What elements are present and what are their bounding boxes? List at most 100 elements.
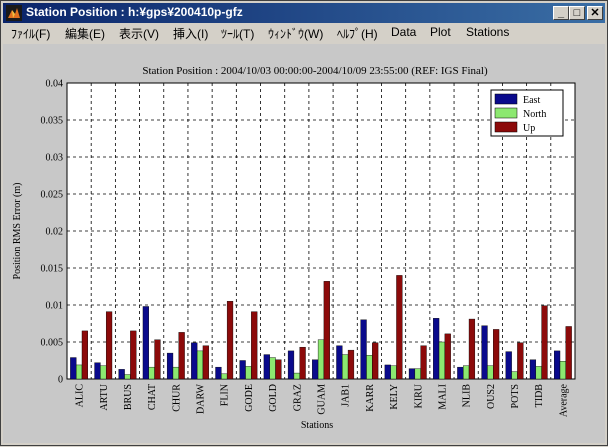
bar-up-kiru xyxy=(420,345,427,380)
x-axis-label: Stations xyxy=(301,420,333,431)
x-tick-label: KELY xyxy=(389,384,400,410)
menu-file[interactable]: ﾌｧｲﾙ(F) xyxy=(11,27,51,41)
bar-north-alic xyxy=(75,364,83,380)
x-tick-label: BRUS xyxy=(123,384,134,410)
y-tick-label: 0.035 xyxy=(41,116,64,127)
bar-north-karr xyxy=(366,355,373,380)
bar-east-pots xyxy=(505,351,512,380)
bar-up-nlib xyxy=(468,318,476,380)
bars xyxy=(70,275,572,380)
close-button[interactable]: ✕ xyxy=(587,6,603,20)
x-tick-label: GODE xyxy=(244,384,255,412)
x-tick-label: JAB1 xyxy=(341,384,352,407)
title-bar[interactable]: Station Position : h:¥gps¥200410p-gfz _ … xyxy=(3,3,605,23)
bar-up-jab1 xyxy=(347,349,355,380)
legend-label-north: North xyxy=(523,109,546,120)
bar-north-mali xyxy=(438,341,446,380)
y-tick-label: 0.015 xyxy=(41,264,64,275)
bar-north-kiru xyxy=(414,368,421,380)
y-tick-labels: 0 0.005 0.01 0.015 0.02 0.025 0.03 0.035 0.04 xyxy=(41,79,64,386)
menu-stations[interactable]: Stations xyxy=(466,25,510,39)
bar-up-average xyxy=(565,326,572,380)
y-tick-label: 0 xyxy=(58,375,63,386)
bar-east-alic xyxy=(70,357,77,380)
bar-up-flin xyxy=(226,301,234,380)
bar-north-ous2 xyxy=(487,365,494,380)
bar-up-karr xyxy=(372,342,379,380)
bar-north-graz xyxy=(293,372,300,380)
legend-swatch-east xyxy=(494,93,518,105)
x-tick-label: GUAM xyxy=(317,384,328,415)
x-tick-label: NLIB xyxy=(462,384,473,408)
bar-east-kely xyxy=(384,364,391,380)
y-tick-label: 0.04 xyxy=(46,79,64,90)
bar-up-brus xyxy=(130,330,137,380)
menu-data[interactable]: Data xyxy=(391,25,417,39)
y-tick-label: 0.01 xyxy=(46,301,64,312)
menu-window[interactable]: ｳｨﾝﾄﾞｳ(W) xyxy=(268,27,324,41)
bar-north-pots xyxy=(511,371,518,380)
bar-east-mali xyxy=(433,318,440,380)
bar-east-ous2 xyxy=(481,325,488,380)
menu-bar: ﾌｧｲﾙ(F) 編集(E) 表示(V) 挿入(I) ﾂｰﾙ(T) ｳｨﾝﾄﾞｳ(… xyxy=(3,24,605,42)
y-tick-label: 0.025 xyxy=(41,190,64,201)
menu-plot[interactable]: Plot xyxy=(430,25,451,39)
bar-east-brus xyxy=(118,369,125,380)
minimize-button[interactable]: _ xyxy=(553,6,569,20)
bar-east-gode xyxy=(239,360,246,380)
bar-up-gode xyxy=(251,311,258,380)
menu-tools[interactable]: ﾂｰﾙ(T) xyxy=(221,27,255,41)
bar-chart: 0 0.005 0.01 0.015 0.02 0.025 0.03 0.035 0.04 AL… xyxy=(12,65,576,431)
bar-east-nlib xyxy=(457,366,464,380)
bar-north-tidb xyxy=(535,366,542,380)
bar-up-ous2 xyxy=(493,329,500,380)
bar-up-chat xyxy=(154,339,161,380)
bar-up-graz xyxy=(299,346,306,380)
bar-up-kely xyxy=(396,275,403,380)
menu-view[interactable]: 表示(V) xyxy=(119,27,159,41)
x-tick-label: ALIC xyxy=(75,384,86,408)
bar-north-chur xyxy=(172,366,179,380)
y-tick-label: 0.02 xyxy=(46,227,64,238)
x-tick-label: MALI xyxy=(437,384,448,410)
bar-north-nlib xyxy=(463,365,470,380)
x-tick-label: GRAZ xyxy=(292,384,303,411)
x-tick-label: CHUR xyxy=(171,384,182,412)
bar-north-guam xyxy=(317,339,325,380)
menu-edit[interactable]: 編集(E) xyxy=(65,27,105,41)
x-tick-label: KARR xyxy=(365,384,376,412)
bar-east-darw xyxy=(191,342,198,380)
chart-title: Station Position : 2004/10/03 00:00:00-2… xyxy=(142,65,488,77)
legend-swatch-north xyxy=(494,107,518,119)
legend: East North Up xyxy=(490,89,564,137)
bar-up-alic xyxy=(81,330,88,380)
x-tick-label: DARW xyxy=(196,383,207,414)
bar-east-tidb xyxy=(529,359,537,380)
bar-up-chur xyxy=(178,332,185,380)
x-tick-label: POTS xyxy=(510,384,521,408)
bar-east-artu xyxy=(94,362,101,380)
bar-north-chat xyxy=(148,366,155,380)
bar-north-artu xyxy=(100,365,107,380)
bar-north-average xyxy=(559,361,567,380)
bar-east-flin xyxy=(215,366,222,380)
bar-up-darw xyxy=(202,345,209,380)
x-tick-label: OUS2 xyxy=(486,384,497,409)
x-tick-labels: ALIC ARTU BRUS CHAT CHUR DARW FLIN GODE GOLD GRAZ… xyxy=(75,383,570,417)
bar-up-artu xyxy=(105,311,113,380)
x-tick-label: FLIN xyxy=(220,384,231,406)
y-tick-label: 0.03 xyxy=(46,153,64,164)
menu-help[interactable]: ﾍﾙﾌﾟ(H) xyxy=(337,27,378,41)
bar-east-gold xyxy=(263,354,270,380)
x-tick-label: ARTU xyxy=(99,383,110,410)
menu-insert[interactable]: 挿入(I) xyxy=(173,27,209,41)
bar-east-chat xyxy=(142,306,149,380)
bar-east-guam xyxy=(312,359,319,380)
maximize-button[interactable]: □ xyxy=(569,6,585,20)
x-tick-label: GOLD xyxy=(268,384,279,412)
matlab-logo-icon xyxy=(6,5,22,21)
x-tick-label: TIDB xyxy=(534,384,545,408)
legend-label-up: Up xyxy=(523,123,535,134)
bar-east-average xyxy=(554,350,561,380)
bar-north-brus xyxy=(124,374,131,380)
